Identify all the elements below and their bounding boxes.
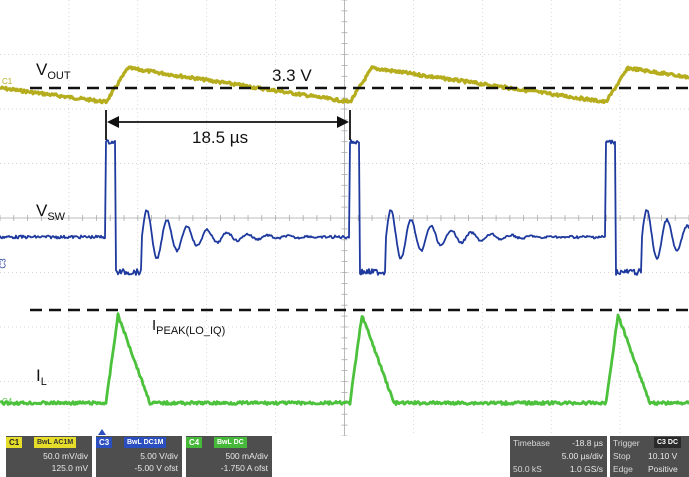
- trigger-mode: Stop: [613, 451, 631, 461]
- c1-offset: 125.0 mV: [51, 463, 88, 473]
- trigger-slope: Positive: [648, 464, 678, 474]
- timebase-rate: 1.0 GS/s: [569, 464, 603, 474]
- c3-scale: 5.00 V/div: [140, 451, 178, 461]
- c3-ground-marker: C3: [0, 258, 8, 269]
- trigger-position-icon: [98, 429, 106, 435]
- trigger-label: Trigger: [613, 438, 640, 448]
- scope-info-bar: C1 BwL AC1M 50.0 mV/div 125.0 mV C3 BwL …: [0, 429, 689, 477]
- timebase-delay: -18.8 µs: [572, 438, 603, 448]
- c3-tag: C3: [96, 437, 113, 448]
- trigger-level: 10.10 V: [648, 451, 678, 461]
- channel-panel-c3[interactable]: C3 BwL DC1M 5.00 V/div -5.00 V ofst: [96, 436, 182, 477]
- c4-scale: 500 mA/div: [225, 451, 268, 461]
- vsw-trace: [0, 139, 689, 276]
- vsw-label: VSW: [36, 201, 66, 223]
- c4-ground-marker: C4: [2, 397, 13, 406]
- vout-label: VOUT: [36, 60, 71, 82]
- trigger-source: C3 DC: [654, 437, 682, 448]
- c1-mode: BwL AC1M: [34, 437, 77, 448]
- waveform-plot: [0, 0, 689, 437]
- timebase-samples: 50.0 kS: [513, 464, 542, 474]
- timebase-label: Timebase: [513, 438, 551, 448]
- il-label: IL: [36, 366, 47, 388]
- trigger-panel[interactable]: Trigger C3 DC Stop 10.10 V Edge Positive: [610, 436, 689, 477]
- timebase-panel[interactable]: Timebase -18.8 µs 5.00 µs/div 50.0 kS 1.…: [510, 436, 607, 477]
- c4-offset: -1.750 A ofst: [220, 463, 268, 473]
- c4-tag: C4: [186, 437, 203, 448]
- period-label: 18.5 µs: [192, 128, 249, 147]
- c3-mode: BwL DC1M: [124, 437, 167, 448]
- c4-mode: BwL DC: [214, 437, 247, 448]
- c1-tag: C1: [6, 437, 23, 448]
- ipeak-label: IPEAK(LO_IQ): [152, 317, 226, 337]
- period-arrow-right-icon: [337, 116, 349, 128]
- channel-panel-c1[interactable]: C1 BwL AC1M 50.0 mV/div 125.0 mV: [6, 436, 92, 477]
- c3-offset: -5.00 V ofst: [134, 463, 178, 473]
- voltage-level-label: 3.3 V: [272, 66, 312, 85]
- il-trace: [0, 312, 689, 406]
- period-arrow-left-icon: [107, 116, 119, 128]
- timebase-scale: 5.00 µs/div: [561, 451, 603, 461]
- c1-scale: 50.0 mV/div: [43, 451, 88, 461]
- channel-panel-c4[interactable]: C4 BwL DC 500 mA/div -1.750 A ofst: [186, 436, 272, 477]
- c1-ground-marker: C1: [2, 77, 13, 86]
- trigger-type: Edge: [613, 464, 633, 474]
